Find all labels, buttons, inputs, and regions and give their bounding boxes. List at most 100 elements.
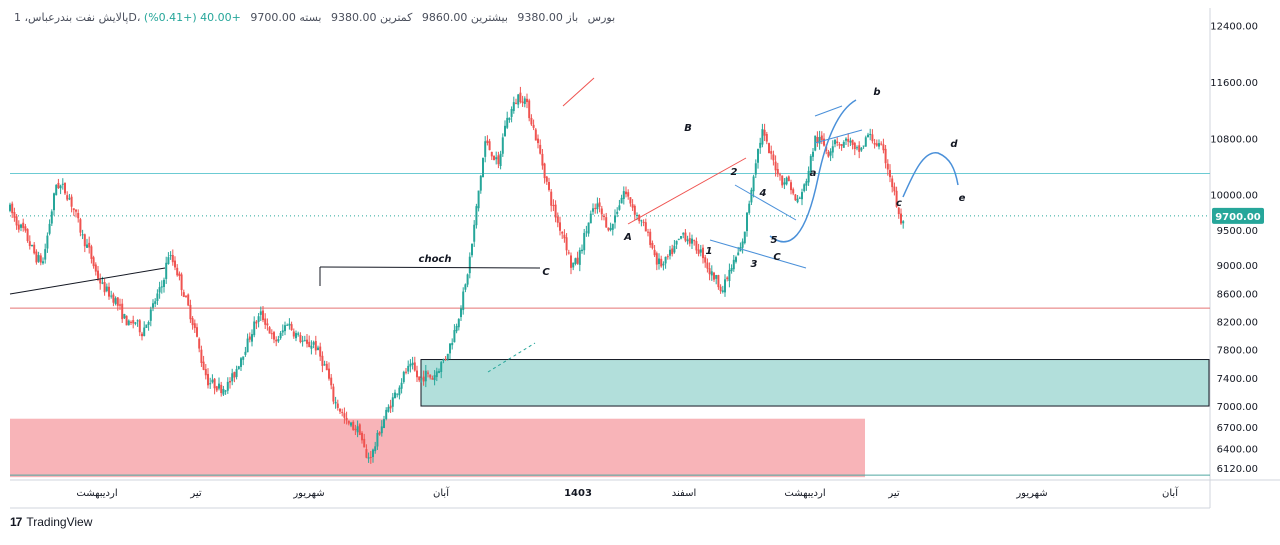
candle-body xyxy=(99,279,102,284)
wave-label-b: b xyxy=(873,87,880,98)
candle-body xyxy=(691,238,693,244)
wave-label-w1: 1 xyxy=(706,246,713,257)
wave-label-d: d xyxy=(950,139,958,150)
tradingview-logo[interactable]: 17 TradingView xyxy=(10,515,92,529)
candle-body xyxy=(680,236,682,239)
candle-body xyxy=(268,327,271,334)
candle-body xyxy=(255,321,258,324)
candle-body xyxy=(741,241,744,248)
candle-body xyxy=(836,141,839,144)
candle-body xyxy=(147,322,150,325)
candle-body xyxy=(138,320,141,333)
candle-body xyxy=(609,227,612,231)
candle-body xyxy=(435,371,438,378)
candle-body xyxy=(548,181,550,190)
candle-body xyxy=(629,197,632,204)
impulse-trendline xyxy=(562,77,595,107)
candle-body xyxy=(875,143,878,146)
candle-body xyxy=(231,373,234,382)
candle-body xyxy=(578,250,581,265)
candle-body xyxy=(92,257,95,267)
candle-body xyxy=(534,129,537,141)
candle-body xyxy=(202,361,205,370)
candle-body xyxy=(574,258,577,264)
candle-body xyxy=(860,147,863,151)
candle-body xyxy=(823,138,825,146)
candle-body xyxy=(383,419,385,428)
wave-label-w2: 2 xyxy=(731,167,738,178)
candle-body xyxy=(185,296,187,298)
candle-body xyxy=(270,333,273,335)
candle-body xyxy=(633,205,636,215)
candle-body xyxy=(816,137,819,143)
candle-body xyxy=(710,271,713,276)
candle-body xyxy=(803,184,806,192)
candle-body xyxy=(636,215,638,217)
candle-body xyxy=(796,198,799,203)
candle-body xyxy=(682,233,685,235)
candle-body xyxy=(37,255,40,262)
candle-body xyxy=(673,245,676,253)
candle-body xyxy=(193,323,196,329)
candle-body xyxy=(600,208,603,215)
candle-body xyxy=(33,244,36,254)
candle-body xyxy=(187,294,190,306)
candle-body xyxy=(130,321,132,323)
candle-body xyxy=(660,258,663,267)
candle-body xyxy=(323,364,326,366)
candle-body xyxy=(108,286,110,297)
candle-body xyxy=(125,315,128,326)
candle-body xyxy=(543,163,546,179)
candle-body xyxy=(198,338,201,349)
candle-body xyxy=(640,220,643,222)
candle-body xyxy=(798,197,801,199)
candle-body xyxy=(66,195,69,200)
candle-body xyxy=(889,170,891,178)
candle-body xyxy=(409,363,412,367)
candle-body xyxy=(119,304,121,306)
candle-body xyxy=(59,185,62,189)
candle-body xyxy=(618,205,621,210)
candle-body xyxy=(347,420,350,424)
candle-body xyxy=(31,244,33,246)
candle-body xyxy=(834,139,836,145)
x-tick-label: اردیبهشت xyxy=(76,488,117,499)
candle-body xyxy=(539,144,542,154)
y-tick-label: 8600.00 xyxy=(1217,289,1258,300)
candle-body xyxy=(497,155,500,165)
candle-body xyxy=(873,142,876,145)
candle-body xyxy=(473,224,476,242)
candle-body xyxy=(521,101,524,104)
candle-body xyxy=(864,137,867,147)
candle-body xyxy=(468,256,471,274)
candle-body xyxy=(526,98,528,103)
candle-body xyxy=(378,432,381,435)
candle-body xyxy=(123,314,126,319)
candle-body xyxy=(671,248,674,255)
candle-body xyxy=(477,190,480,209)
candle-body xyxy=(603,215,605,217)
candle-body xyxy=(154,301,157,304)
candle-body xyxy=(457,319,460,328)
candle-body xyxy=(158,287,161,293)
projected-de-wave xyxy=(902,152,959,198)
candle-body xyxy=(352,421,355,430)
candle-body xyxy=(264,318,267,325)
candle-body xyxy=(389,405,392,409)
candle-body xyxy=(248,336,251,340)
y-tick-label: 10000.00 xyxy=(1210,191,1258,202)
candle-body xyxy=(706,262,709,269)
candle-body xyxy=(396,393,399,395)
candle-body xyxy=(319,346,322,357)
candle-body xyxy=(70,196,73,207)
candle-body xyxy=(196,327,198,337)
legend-symbol: پالایش نفت بندرعباس، 1D، بورس xyxy=(14,11,616,24)
candle-body xyxy=(299,335,302,343)
candle-body xyxy=(620,197,623,204)
candle-body xyxy=(715,275,718,279)
candle-body xyxy=(748,203,751,213)
candle-body xyxy=(761,129,764,145)
wave-label-choch: choch xyxy=(419,254,452,265)
